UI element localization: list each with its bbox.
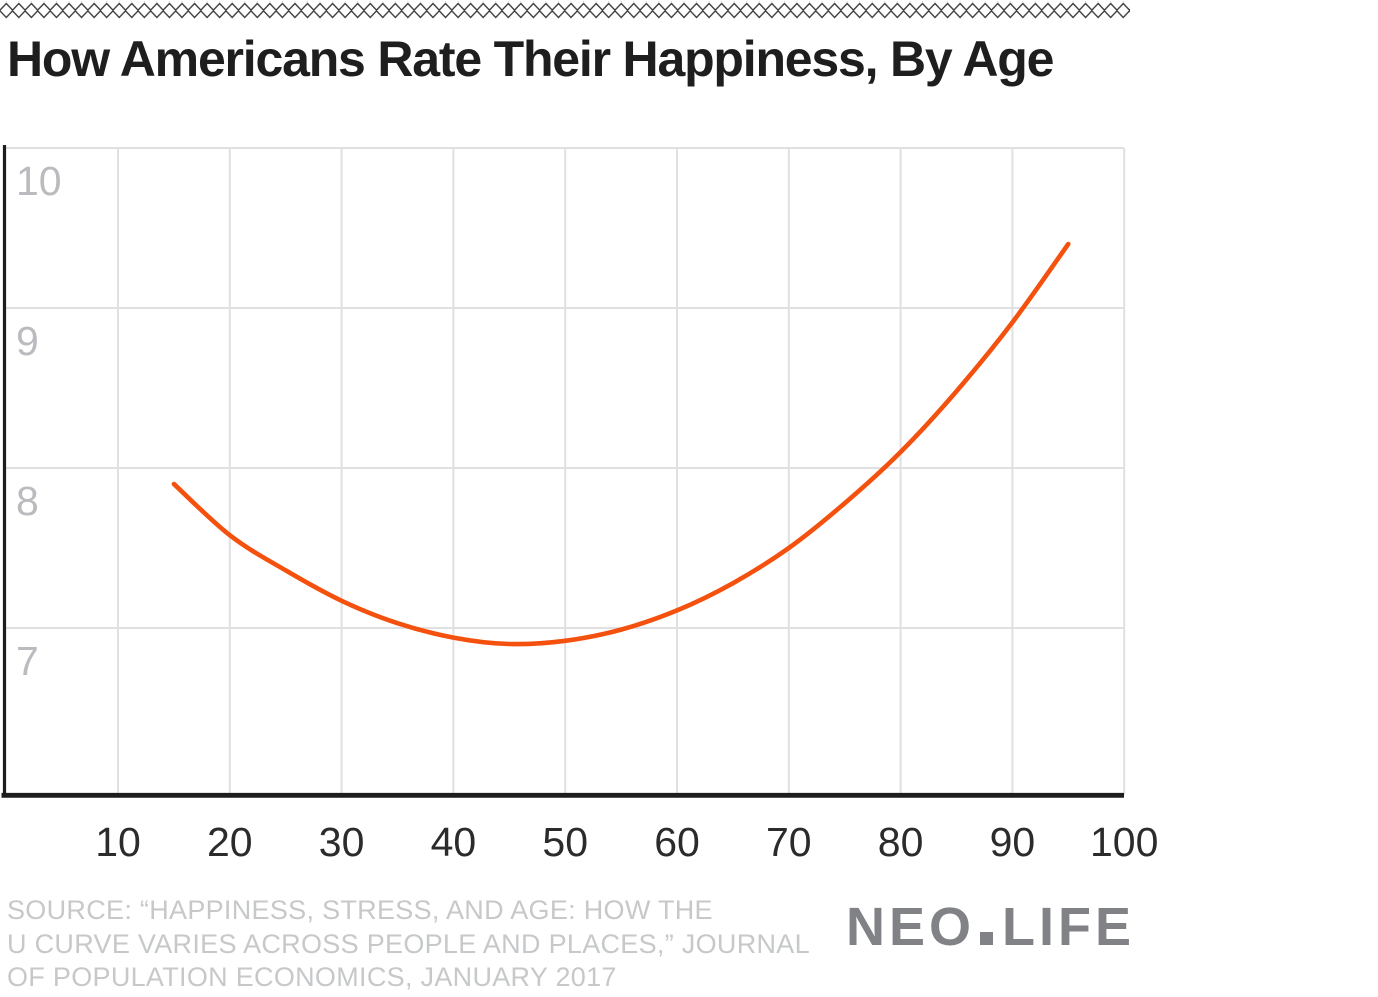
diamond-border-pattern [0,1,1130,19]
source-line-2: U CURVE VARIES ACROSS PEOPLE AND PLACES,… [7,928,810,959]
chart-title: How Americans Rate Their Happiness, By A… [7,31,1054,87]
y-tick-label: 9 [16,318,39,364]
source-citation: SOURCE: “HAPPINESS, STRESS, AND AGE: HOW… [7,894,810,995]
x-tick-label: 100 [1090,819,1158,865]
neolife-logo: NEO LIFE [846,896,1135,958]
logo-text-life: LIFE [1002,897,1136,957]
x-axis-tick-labels: 10 20 30 40 50 60 70 80 90 100 [95,819,1158,865]
x-tick-label: 40 [431,819,477,865]
y-tick-label: 7 [16,638,39,684]
x-tick-label: 90 [990,819,1036,865]
x-tick-label: 30 [319,819,365,865]
y-tick-label: 10 [16,158,62,204]
x-tick-label: 60 [654,819,700,865]
happiness-curve-path [171,241,1071,647]
source-line-3: OF POPULATION ECONOMICS, JANUARY 2017 [7,962,617,992]
x-tick-label: 50 [542,819,588,865]
logo-square-dot-icon [980,932,994,945]
gridlines [4,147,1126,795]
y-tick-label: 8 [16,478,39,524]
happiness-curve [171,241,1071,647]
x-tick-label: 20 [207,819,253,865]
logo-text-neo: NEO [846,897,976,957]
source-line-1: SOURCE: “HAPPINESS, STRESS, AND AGE: HOW… [7,895,713,925]
axes [1,145,1124,798]
x-tick-label: 10 [95,819,141,865]
x-tick-label: 80 [878,819,924,865]
y-axis-tick-labels: 10 9 8 7 [16,158,62,684]
x-tick-label: 70 [766,819,812,865]
